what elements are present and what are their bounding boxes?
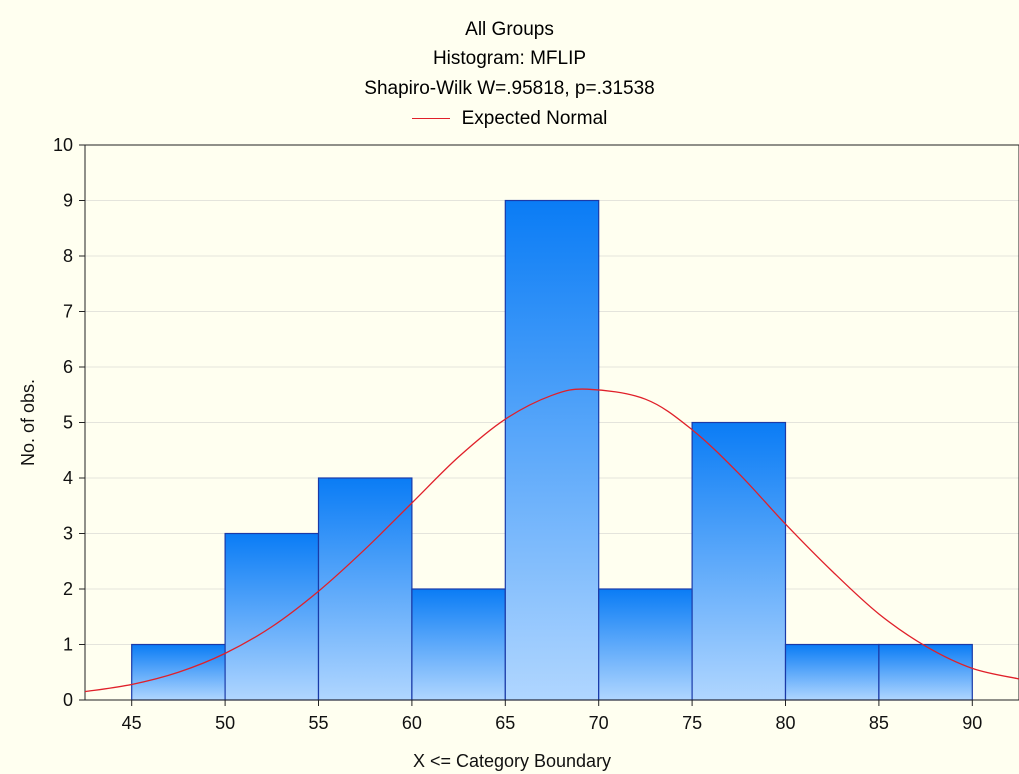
y-tick-label: 4 bbox=[63, 468, 73, 488]
x-tick-label: 80 bbox=[775, 713, 795, 733]
y-tick-label: 3 bbox=[63, 524, 73, 544]
x-tick-label: 50 bbox=[215, 713, 235, 733]
expected-normal-curve bbox=[84, 388, 1019, 693]
histogram-bar bbox=[598, 588, 693, 701]
y-tick-label: 0 bbox=[63, 690, 73, 710]
test-statistic-label: Shapiro-Wilk W=.95818, p=.31538 bbox=[364, 78, 655, 99]
y-tick-label: 7 bbox=[63, 302, 73, 322]
x-tick-label: 85 bbox=[869, 713, 889, 733]
x-tick-label: 65 bbox=[495, 713, 515, 733]
x-tick-label: 75 bbox=[682, 713, 702, 733]
legend-label: Expected Normal bbox=[461, 108, 608, 129]
histogram-bar bbox=[878, 643, 973, 701]
chart-subtitle: Histogram: MFLIP bbox=[432, 48, 587, 69]
histogram-bar bbox=[504, 199, 600, 701]
y-tick-label: 1 bbox=[63, 635, 73, 655]
x-tick-label: 90 bbox=[962, 713, 982, 733]
histogram-bar bbox=[411, 588, 506, 701]
y-axis-ticks: 0 1 2 3 4 5 6 7 8 9 10 bbox=[53, 135, 85, 710]
x-axis-label: X <= Category Boundary bbox=[413, 751, 611, 771]
x-tick-label: 45 bbox=[122, 713, 142, 733]
x-tick-label: 55 bbox=[308, 713, 328, 733]
y-tick-label: 8 bbox=[63, 246, 73, 266]
x-tick-label: 60 bbox=[402, 713, 422, 733]
y-tick-label: 6 bbox=[63, 357, 73, 377]
y-tick-label: 2 bbox=[63, 579, 73, 599]
y-tick-label: 9 bbox=[63, 191, 73, 211]
y-axis-label: No. of obs. bbox=[18, 379, 38, 466]
x-axis-ticks: 45 50 55 60 65 70 75 80 85 90 bbox=[122, 700, 982, 733]
histogram-bar bbox=[317, 477, 413, 701]
chart-title: All Groups bbox=[465, 19, 554, 40]
histogram-bar bbox=[784, 643, 880, 701]
y-tick-label: 5 bbox=[63, 413, 73, 433]
legend-line-icon bbox=[411, 118, 450, 120]
histogram-bar bbox=[691, 421, 787, 701]
legend: Expected Normal bbox=[0, 108, 1019, 130]
bars bbox=[131, 199, 973, 701]
histogram-bar bbox=[224, 532, 320, 701]
y-tick-label: 10 bbox=[53, 135, 73, 155]
x-tick-label: 70 bbox=[589, 713, 609, 733]
